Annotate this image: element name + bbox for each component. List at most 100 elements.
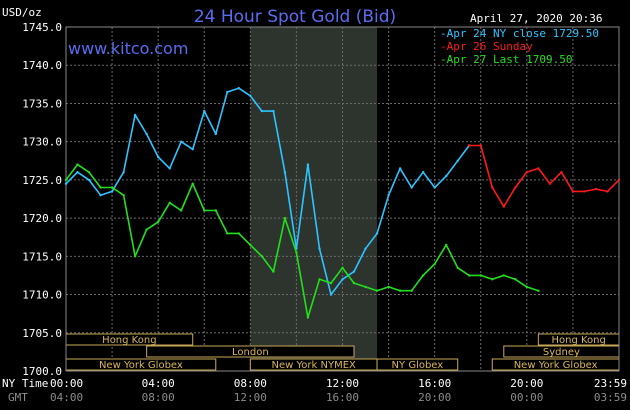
session-box (146, 345, 355, 358)
shaded-region (250, 27, 378, 371)
x-row-label-ny: NY Time (2, 377, 48, 390)
y-tick-label: 1715.0 (22, 250, 62, 263)
y-tick-label: 1730.0 (22, 136, 62, 149)
series-point-1 (606, 190, 609, 193)
x-tick-label-gmt: 00:00 (510, 391, 543, 404)
legend: -Apr 24 NY close 1729.50-Apr 26 Sunday-A… (440, 27, 599, 66)
series-point-2 (456, 266, 459, 269)
legend-entry: -Apr 26 Sunday (440, 40, 533, 53)
series-point-2 (525, 285, 528, 289)
website-label: www.kitco.com (68, 39, 188, 58)
series-point-0 (157, 155, 160, 159)
series-point-1 (514, 186, 517, 189)
x-tick-label-gmt: 08:00 (142, 391, 175, 404)
series-point-0 (133, 113, 137, 117)
series-point-0 (364, 247, 367, 250)
series-line-2 (65, 163, 539, 319)
series-point-0 (410, 186, 413, 189)
series-point-2 (295, 251, 298, 254)
series-point-0 (341, 278, 344, 281)
series-point-0 (387, 194, 390, 197)
series-point-0 (226, 90, 229, 94)
series-point-2 (110, 186, 114, 189)
series-line-0 (65, 87, 470, 296)
series-point-2 (249, 243, 252, 247)
series-point-0 (110, 190, 114, 193)
x-tick-label-ny: 08:00 (234, 377, 267, 390)
date-label: April 27, 2020 20:36 (470, 12, 602, 25)
series-point-0 (445, 174, 448, 178)
series-point-2 (479, 274, 482, 277)
series-point-2 (445, 243, 448, 247)
series-point-0 (456, 159, 459, 162)
y-tick-label: 1725.0 (22, 174, 62, 187)
series-point-1 (468, 144, 471, 147)
series-point-2 (387, 285, 390, 289)
series-point-1 (617, 178, 621, 182)
x-tick-label-ny: 12:00 (326, 377, 359, 390)
series-point-2 (398, 289, 402, 292)
series-point-2 (76, 163, 79, 166)
series-point-2 (329, 281, 333, 285)
series-point-1 (571, 190, 575, 193)
y-tick-label: 1705.0 (22, 327, 62, 340)
series-point-1 (491, 186, 494, 189)
series-point-2 (318, 278, 321, 281)
series-point-2 (272, 270, 275, 273)
session-label: London (232, 347, 269, 358)
y-tick-label: 1710.0 (22, 289, 62, 302)
y-tick-label: 1740.0 (22, 59, 62, 72)
series-point-2 (410, 289, 413, 292)
series-point-1 (594, 187, 598, 191)
x-tick-label-gmt: 16:00 (326, 391, 359, 404)
series-point-0 (76, 171, 79, 174)
series-point-0 (283, 171, 287, 174)
session-label: New York Globex (514, 360, 598, 371)
series-point-2 (203, 209, 206, 212)
series-point-0 (99, 194, 102, 197)
series-point-0 (145, 132, 148, 136)
x-row-label-gmt: GMT (8, 391, 28, 404)
series-point-2 (168, 201, 171, 204)
series-point-2 (214, 209, 217, 212)
series-point-2 (375, 289, 379, 292)
plot-border (65, 26, 620, 372)
series-point-0 (180, 140, 183, 143)
session-label: New York NYMEX (272, 360, 357, 371)
series-point-2 (421, 274, 425, 277)
series-point-0 (260, 109, 264, 113)
series-point-2 (87, 171, 91, 174)
session-label: New York Globex (99, 360, 183, 371)
session-label: Hong Kong (551, 335, 605, 346)
plot-area: 1745.0 1740.0 1735.0 1730.0 1725.0 1720.0 1715… (22, 21, 627, 404)
x-tick-label-ny: 20:00 (510, 377, 543, 390)
series-point-0 (306, 163, 310, 166)
series-point-1 (548, 182, 552, 185)
series-point-1 (502, 205, 505, 208)
legend-entry: -Apr 24 NY close 1729.50 (440, 27, 599, 40)
series-point-0 (237, 87, 240, 90)
series-point-2 (191, 182, 194, 185)
series-point-1 (479, 144, 482, 147)
series-point-2 (237, 232, 240, 235)
series-point-0 (318, 247, 321, 250)
series-point-0 (191, 148, 194, 151)
series-line-1 (469, 144, 620, 208)
session-label: Sydney (543, 347, 580, 358)
series-point-1 (537, 167, 540, 170)
series-point-2 (514, 278, 517, 281)
series-point-1 (525, 171, 528, 174)
series-point-1 (560, 171, 563, 174)
y-tick-label: 1700.0 (22, 365, 62, 378)
series-point-2 (306, 316, 310, 319)
series-point-2 (145, 228, 148, 231)
session-label: NY Globex (392, 360, 444, 371)
y-tick-label: 1735.0 (22, 97, 62, 110)
y-tick-label: 1720.0 (22, 212, 62, 225)
series-point-2 (260, 255, 264, 258)
x-tick-label-ny: 04:00 (142, 377, 175, 390)
series-point-0 (168, 167, 171, 170)
series-point-0 (329, 293, 333, 296)
series-point-0 (375, 232, 379, 235)
